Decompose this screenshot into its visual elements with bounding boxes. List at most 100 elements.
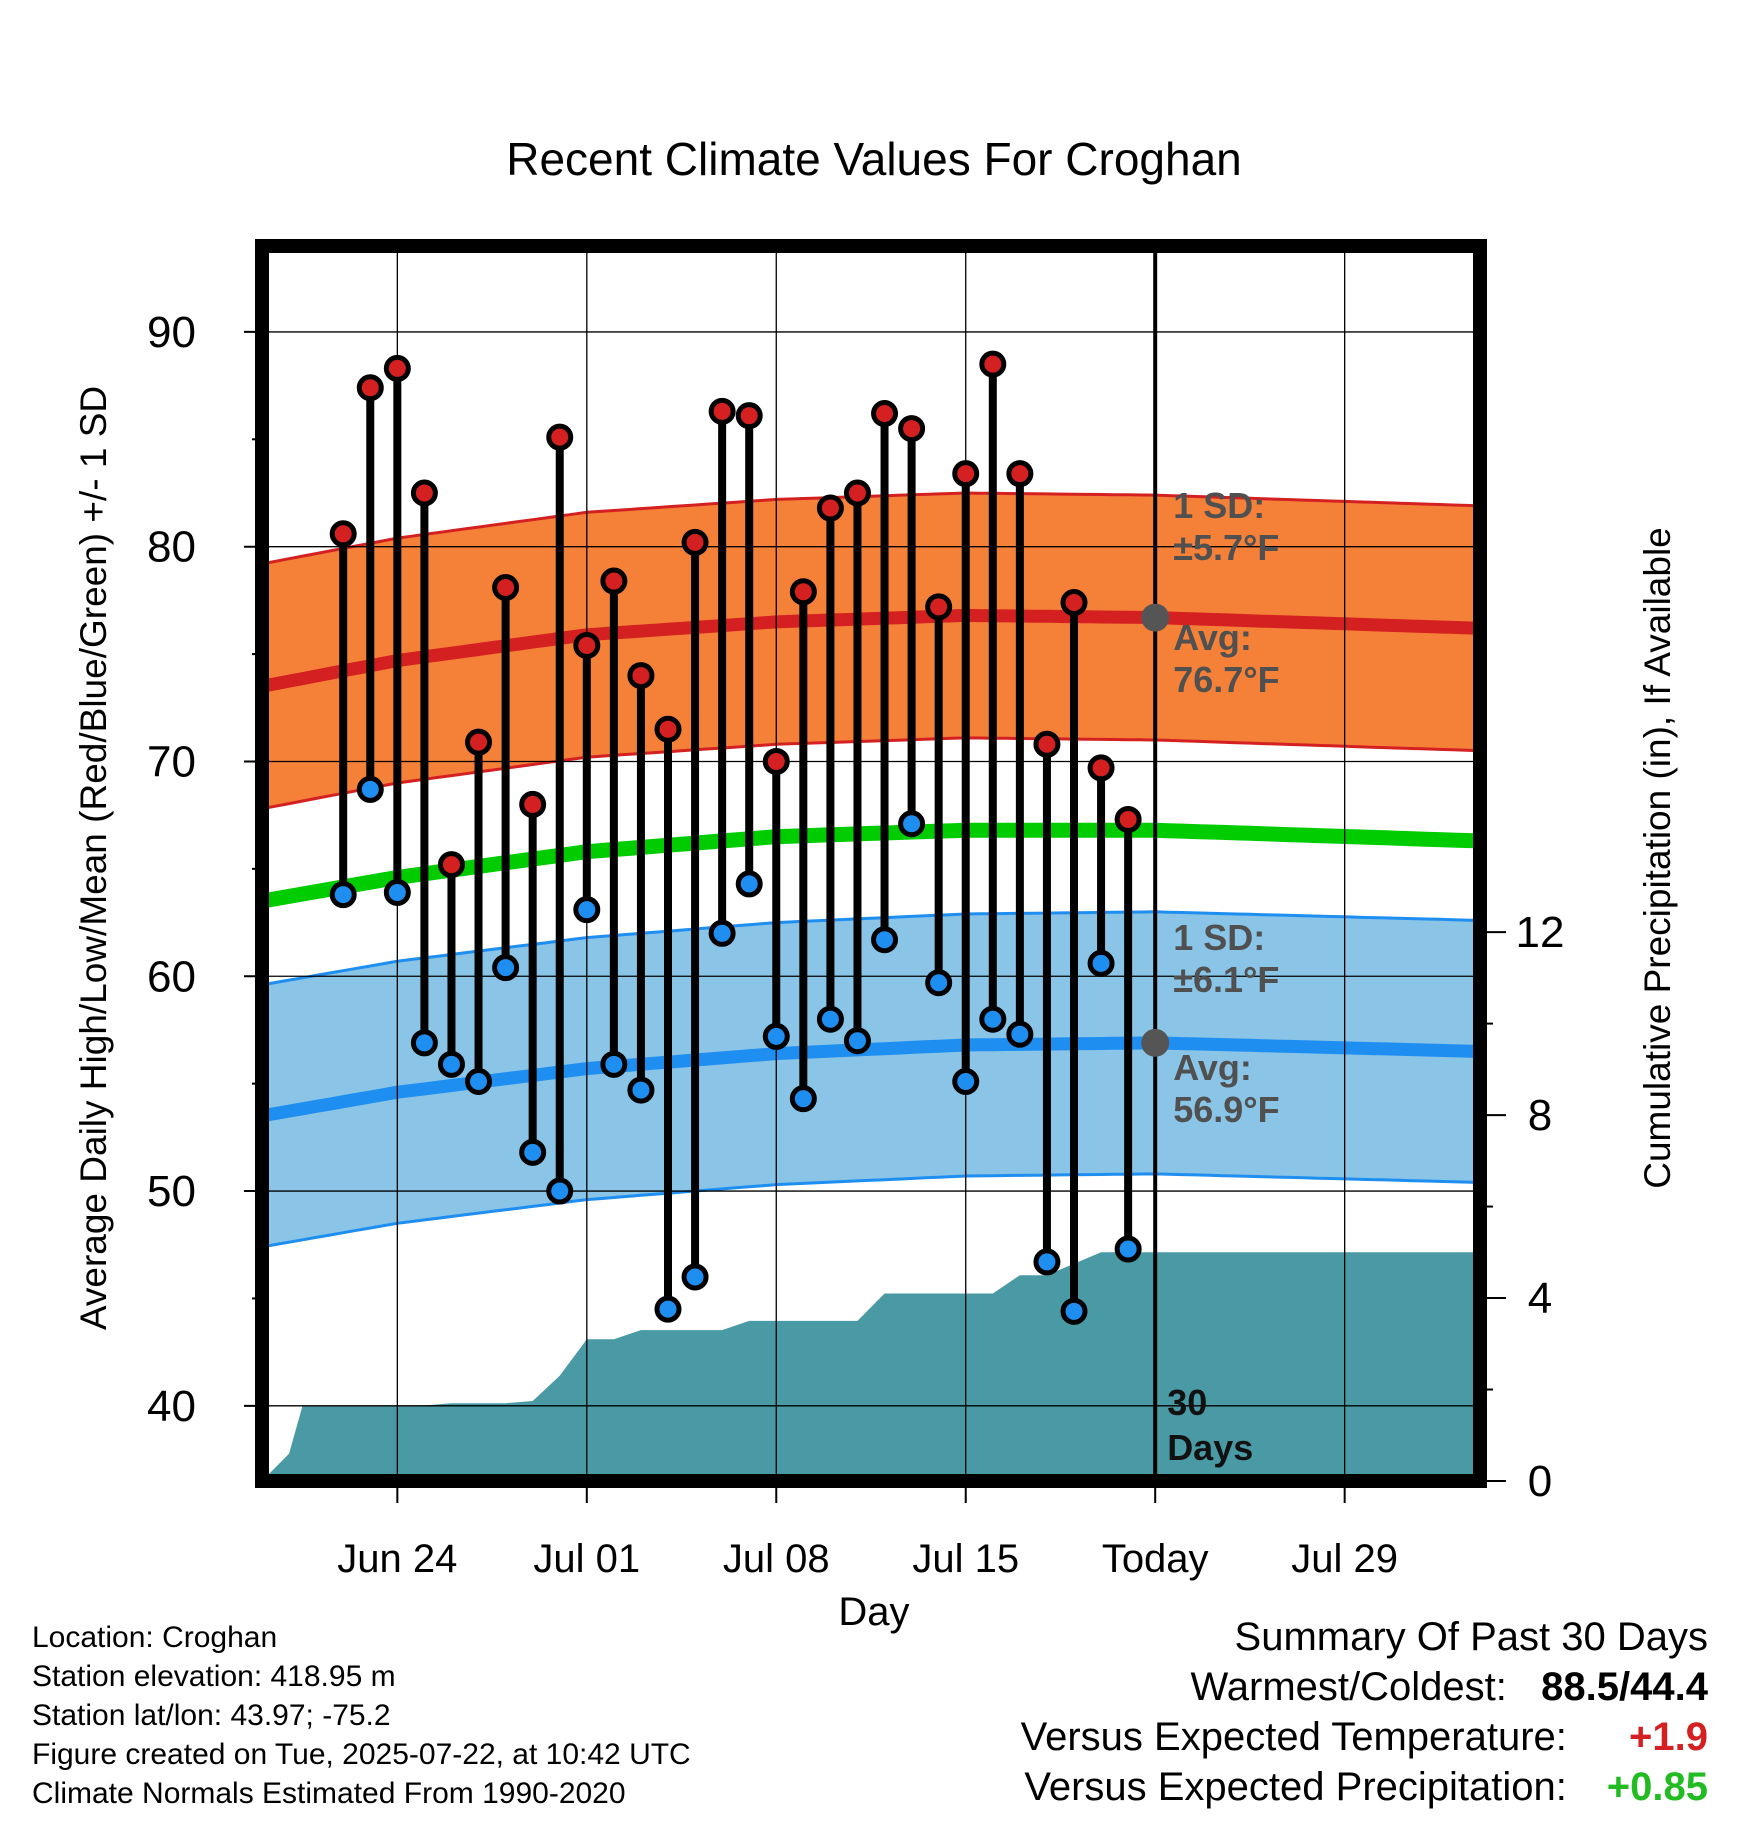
daily-high-marker [519,790,547,818]
daily-high-marker [898,415,926,443]
daily-low-marker [356,775,384,803]
y-tick-label-right: 12 [1516,908,1565,957]
summary-heading: Summary Of Past 30 Days [1234,1615,1708,1659]
daily-high-marker [356,374,384,402]
high-sd-value: ±5.7°F [1173,527,1279,568]
daily-high-marker [1114,805,1142,833]
temp-label: Versus Expected Temperature: [1020,1715,1567,1759]
y-axis-label-left: Average Daily High/Low/Mean (Red/Blue/Gr… [73,386,114,1330]
daily-low-marker [816,1005,844,1033]
normal-low-avg-line [262,1036,1480,1123]
daily-high-marker [735,402,763,430]
daily-high-marker [1087,754,1115,782]
daily-high-marker [383,354,411,382]
y-tick-label-right: 8 [1528,1091,1552,1140]
daily-high-marker [654,715,682,743]
station-info: Location: Croghan Station elevation: 418… [32,1618,691,1813]
summary-precip-row: Versus Expected Precipitation: +0.85 [1021,1762,1708,1812]
daily-high-marker [410,479,438,507]
y-tick-label-right: 0 [1528,1457,1552,1506]
daily-low-marker [437,1050,465,1078]
daily-low-marker [329,881,357,909]
daily-high-marker [708,397,736,425]
summary-warmest-row: Warmest/Coldest: 88.5/44.4 [1021,1662,1709,1712]
daily-low-marker [1114,1235,1142,1263]
x-tick-label: Jul 08 [723,1537,830,1581]
daily-low-marker [789,1085,817,1113]
days-count-label: Days [1167,1427,1253,1468]
daily-high-marker [600,567,628,595]
daily-low-marker [573,896,601,924]
today-low-normal-dot [1141,1028,1170,1057]
summary-temp-row: Versus Expected Temperature: +1.9 [1021,1712,1708,1762]
normals-text: Climate Normals Estimated From 1990-2020 [32,1777,626,1810]
y-axis-label-right: Cumulative Precipitation (in), If Availa… [1637,527,1678,1189]
daily-low-marker [925,969,953,997]
daily-low-marker [762,1022,790,1050]
precip-value: +0.85 [1606,1765,1708,1809]
x-tick-label: Today [1102,1537,1209,1581]
daily-low-marker [898,810,926,838]
low-avg-label: Avg: [1173,1047,1252,1088]
daily-high-marker [329,520,357,548]
high-sd-label: 1 SD: [1173,485,1265,526]
precip-label: Versus Expected Precipitation: [1024,1765,1567,1809]
high-avg-value: 76.7°F [1173,659,1279,700]
y-tick-label-right: 4 [1528,1274,1552,1323]
daily-low-marker [1087,949,1115,977]
daily-low-marker [979,1005,1007,1033]
normal-low-band [262,911,1480,1247]
low-avg-value: 56.9°F [1173,1089,1279,1130]
daily-high-marker [952,460,980,488]
daily-high-marker [681,528,709,556]
daily-high-marker [1033,730,1061,758]
daily-low-marker [735,870,763,898]
normal-high-lower-edge [262,736,1480,811]
normal-high-upper-edge [262,491,1480,566]
daily-high-marker [843,479,871,507]
location-text: Location: Croghan [32,1621,278,1654]
daily-low-marker [681,1263,709,1291]
daily-high-marker [573,631,601,659]
daily-low-marker [492,954,520,982]
daily-low-marker [627,1076,655,1104]
daily-low-marker [519,1138,547,1166]
today-high-normal-dot [1141,603,1170,632]
high-avg-label: Avg: [1173,617,1252,658]
daily-low-marker [843,1027,871,1055]
daily-low-marker [465,1068,493,1096]
temp-value: +1.9 [1629,1715,1708,1759]
daily-high-marker [762,747,790,775]
y-tick-label-left: 70 [147,737,196,786]
daily-low-marker [1033,1248,1061,1276]
daily-high-marker [437,851,465,879]
daily-high-marker [1006,460,1034,488]
latlon-text: Station lat/lon: 43.97; -75.2 [32,1699,391,1732]
normal-mean-line [262,822,1480,909]
normal-low-upper-edge [262,910,1480,987]
normal-low-lower-edge [262,1172,1480,1249]
daily-high-marker [789,578,817,606]
plot-interior [262,246,1480,1481]
daily-high-marker [627,662,655,690]
warmest-label: Warmest/Coldest: [1190,1665,1507,1709]
x-tick-label: Jun 24 [337,1537,457,1581]
daily-high-marker [871,400,899,428]
precip-area [262,1252,1480,1481]
daily-low-marker [410,1029,438,1057]
daily-low-marker [952,1068,980,1096]
y-tick-label-left: 50 [147,1167,196,1216]
normal-high-band [262,493,1480,809]
y-tick-label-left: 90 [147,308,196,357]
chart-title: Recent Climate Values For Croghan [506,133,1241,185]
daily-high-marker [979,350,1007,378]
elevation-text: Station elevation: 418.95 m [32,1660,396,1693]
y-tick-label-left: 40 [147,1382,196,1431]
low-sd-value: ±6.1°F [1173,959,1279,1000]
daily-high-marker [465,728,493,756]
created-text: Figure created on Tue, 2025-07-22, at 10… [32,1738,691,1771]
y-tick-label-left: 80 [147,523,196,572]
daily-low-marker [383,878,411,906]
